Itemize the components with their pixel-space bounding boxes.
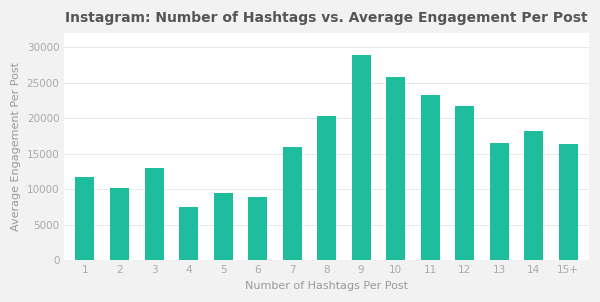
Bar — [317, 116, 336, 260]
Bar — [386, 76, 405, 260]
Bar — [214, 193, 233, 260]
Bar — [490, 143, 509, 260]
Bar — [455, 106, 474, 260]
Title: Instagram: Number of Hashtags vs. Average Engagement Per Post: Instagram: Number of Hashtags vs. Averag… — [65, 11, 588, 25]
Bar — [248, 197, 267, 260]
Bar — [524, 130, 543, 260]
Y-axis label: Average Engagement Per Post: Average Engagement Per Post — [11, 62, 21, 231]
X-axis label: Number of Hashtags Per Post: Number of Hashtags Per Post — [245, 281, 408, 291]
Bar — [145, 168, 164, 260]
Bar — [110, 188, 129, 260]
Bar — [352, 55, 371, 260]
Bar — [283, 147, 302, 260]
Bar — [421, 95, 440, 260]
Bar — [559, 144, 578, 260]
Bar — [76, 177, 94, 260]
Bar — [179, 207, 198, 260]
